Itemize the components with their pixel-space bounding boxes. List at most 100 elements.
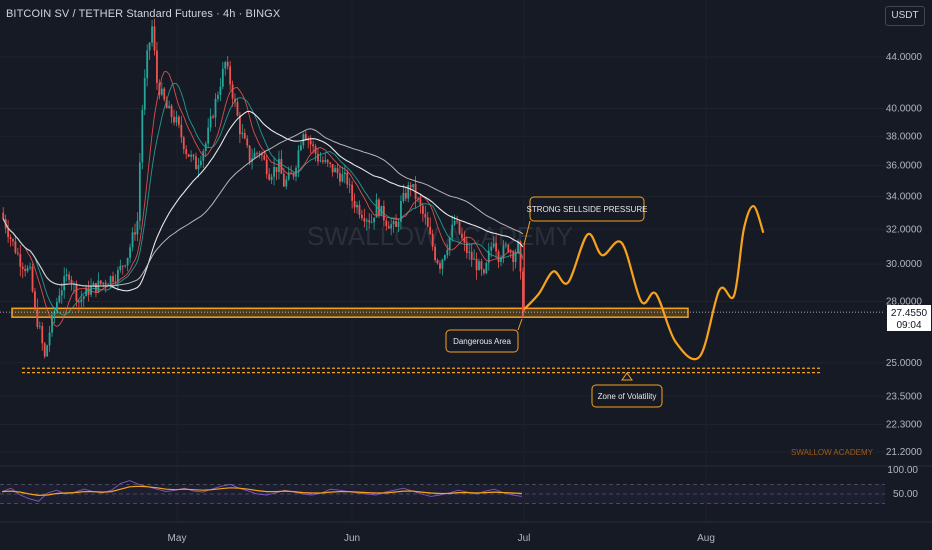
candle-body bbox=[243, 132, 246, 139]
candle-body bbox=[114, 281, 117, 283]
candle-body bbox=[190, 154, 192, 157]
candle-body bbox=[353, 200, 356, 208]
candle-body bbox=[82, 296, 85, 300]
price-tick-label: 34.0000 bbox=[886, 191, 923, 202]
candle-body bbox=[324, 159, 327, 162]
candle-body bbox=[307, 139, 310, 141]
rsi-pane[interactable] bbox=[0, 480, 885, 505]
candle-body bbox=[173, 116, 175, 123]
candle-body bbox=[424, 213, 427, 218]
candle-body bbox=[146, 50, 149, 79]
support-zone[interactable] bbox=[11, 307, 689, 318]
annotation-dangerous-area[interactable]: Dangerous Area bbox=[445, 318, 523, 353]
moving-averages bbox=[2, 71, 524, 327]
candle-body bbox=[341, 174, 344, 182]
candle-body bbox=[522, 271, 524, 318]
candle-body bbox=[326, 159, 329, 163]
candle-body bbox=[346, 172, 349, 185]
candle-body bbox=[312, 144, 314, 147]
candle-body bbox=[265, 159, 268, 175]
candle-body bbox=[41, 326, 44, 344]
candle-body bbox=[275, 167, 278, 172]
candle-body bbox=[248, 145, 251, 162]
forecast-path[interactable] bbox=[523, 205, 765, 361]
price-tick-label: 40.0000 bbox=[886, 104, 923, 115]
annotation-label: Dangerous Area bbox=[453, 337, 511, 346]
time-tick-label: May bbox=[168, 533, 187, 544]
last-price-label: 27.4550 09:04 bbox=[887, 305, 931, 331]
candle-body bbox=[77, 301, 80, 303]
moving-average-line bbox=[2, 82, 524, 316]
candle-body bbox=[65, 274, 68, 277]
candle-body bbox=[31, 266, 34, 292]
candle-body bbox=[473, 258, 476, 260]
candle-body bbox=[51, 315, 53, 333]
candle-body bbox=[373, 217, 375, 223]
annotation-box bbox=[529, 196, 645, 222]
annotation-zone-of-volatility[interactable]: Zone of Volatility bbox=[591, 372, 663, 408]
candle-body bbox=[448, 237, 451, 250]
price-axis[interactable]: 44.0000 40.0000 38.0000 36.0000 34.0000 32.00… bbox=[886, 52, 923, 458]
last-price-value: 27.4550 bbox=[891, 308, 928, 319]
candle-body bbox=[192, 154, 195, 157]
candle-body bbox=[129, 247, 131, 258]
candle-body bbox=[229, 66, 232, 85]
candle-body bbox=[434, 246, 436, 261]
rsi-tick-label: 100.00 bbox=[887, 465, 918, 476]
candle-body bbox=[80, 299, 83, 303]
time-axis[interactable]: May Jun Jul Aug bbox=[168, 533, 715, 544]
candle-body bbox=[36, 307, 39, 327]
price-tick-label: 44.0000 bbox=[886, 52, 923, 63]
candle-body bbox=[285, 179, 288, 187]
candle-body bbox=[297, 150, 300, 168]
candle-body bbox=[280, 158, 283, 174]
candle-body bbox=[402, 192, 405, 202]
candle-body bbox=[104, 282, 107, 285]
candle-body bbox=[182, 137, 185, 150]
candle-body bbox=[375, 199, 378, 218]
volatility-zone[interactable] bbox=[22, 367, 822, 374]
candle-body bbox=[29, 266, 31, 268]
candle-body bbox=[63, 276, 66, 291]
candle-body bbox=[202, 151, 205, 161]
candle-body bbox=[209, 116, 212, 128]
candle-body bbox=[141, 109, 144, 163]
candle-body bbox=[478, 261, 480, 271]
candle-body bbox=[497, 251, 500, 263]
rsi-line bbox=[1, 480, 523, 502]
candle-body bbox=[409, 184, 412, 188]
candle-body bbox=[119, 265, 122, 271]
annotation-box bbox=[445, 329, 519, 353]
candle-body bbox=[514, 252, 517, 262]
candle-body bbox=[268, 174, 271, 180]
candle-body bbox=[156, 50, 158, 83]
annotation-strong-sellside[interactable]: STRONG SELLSIDE PRESSURE bbox=[523, 196, 647, 245]
candle-body bbox=[87, 287, 90, 295]
candle-body bbox=[43, 343, 46, 357]
candle-body bbox=[178, 116, 180, 125]
candle-body bbox=[53, 311, 56, 316]
candle-body bbox=[246, 138, 249, 146]
currency-unit-button[interactable]: USDT bbox=[885, 6, 925, 26]
candle-body bbox=[465, 242, 468, 253]
candle-body bbox=[470, 251, 473, 260]
candle-body bbox=[490, 246, 493, 251]
candle-body bbox=[392, 221, 395, 225]
candle-body bbox=[148, 42, 151, 51]
candle-body bbox=[387, 226, 390, 229]
candle-body bbox=[441, 259, 444, 269]
candle-body bbox=[385, 220, 388, 227]
candle-body bbox=[241, 132, 244, 135]
moving-average-line bbox=[2, 128, 524, 287]
candle-body bbox=[136, 220, 139, 235]
candle-body bbox=[461, 233, 463, 239]
candle-body bbox=[34, 291, 36, 308]
candle-body bbox=[195, 156, 197, 170]
candle-body bbox=[151, 26, 153, 43]
candle-body bbox=[502, 245, 505, 259]
candle-body bbox=[365, 220, 368, 222]
candle-body bbox=[519, 241, 522, 272]
candle-body bbox=[46, 345, 49, 357]
candle-body bbox=[456, 220, 458, 222]
